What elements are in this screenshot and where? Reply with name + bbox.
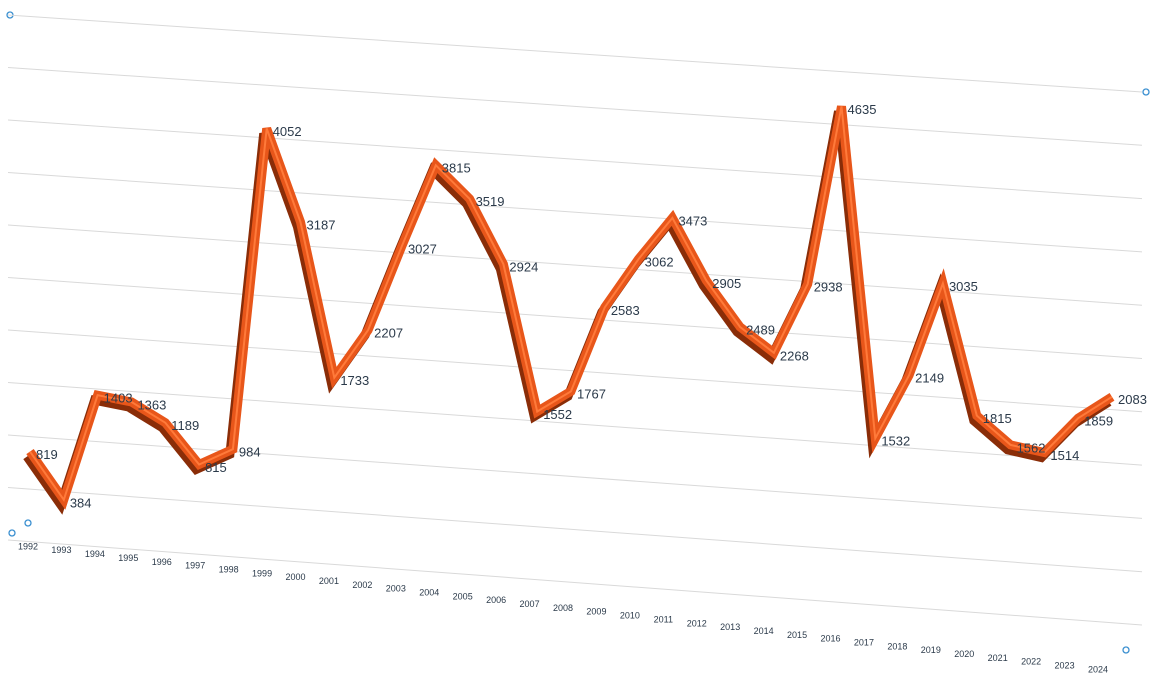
x-tick-label: 1997 <box>185 561 205 571</box>
grid-line <box>7 14 1143 93</box>
x-tick-label: 2011 <box>654 614 673 624</box>
data-label: 3815 <box>442 161 471 176</box>
x-tick-label: 2008 <box>553 603 573 613</box>
x-tick-label: 1994 <box>85 549 105 559</box>
x-tick-label: 2004 <box>419 588 439 598</box>
line <box>26 105 1115 510</box>
data-label: 2149 <box>915 371 944 386</box>
x-tick-label: 2017 <box>854 637 874 647</box>
data-label: 2489 <box>746 322 775 337</box>
data-label: 2583 <box>611 303 640 318</box>
x-tick-label: 2007 <box>520 599 540 609</box>
data-label: 2083 <box>1118 392 1147 407</box>
x-tick-label: 2005 <box>453 591 473 601</box>
data-label: 1189 <box>171 418 199 433</box>
data-label: 4052 <box>273 124 302 139</box>
line-highlight <box>29 106 1113 503</box>
x-tick-label: 2003 <box>386 584 406 594</box>
data-label: 3519 <box>476 194 505 209</box>
data-label: 984 <box>239 445 261 460</box>
grid-line <box>7 172 1143 253</box>
data-label: 3473 <box>678 213 707 228</box>
data-label: 4635 <box>848 102 877 117</box>
data-label: 2938 <box>814 280 843 295</box>
grid-line <box>7 382 1143 466</box>
data-label: 3062 <box>645 254 674 269</box>
x-tick-label: 2016 <box>820 634 840 644</box>
data-label: 2268 <box>780 348 809 363</box>
data-label: 3035 <box>949 279 978 294</box>
data-label: 1514 <box>1050 448 1079 463</box>
data-label: 3027 <box>408 241 437 256</box>
x-tick-label: 1992 <box>18 541 38 551</box>
x-tick-label: 2012 <box>687 618 707 628</box>
axis-handle <box>8 529 16 537</box>
data-label: 3187 <box>307 217 336 232</box>
data-label: 1562 <box>1017 440 1046 455</box>
data-label: 1767 <box>577 387 606 402</box>
x-tick-label: 2001 <box>319 576 339 586</box>
x-tick-label: 1998 <box>219 564 239 574</box>
x-tick-label: 2021 <box>988 653 1008 663</box>
x-tick-label: 2023 <box>1055 661 1075 671</box>
data-label: 1363 <box>137 397 166 412</box>
x-tick-label: 2024 <box>1088 664 1108 674</box>
x-tick-label: 2010 <box>620 611 640 621</box>
x-tick-label: 2006 <box>486 595 506 605</box>
data-label: 1552 <box>543 407 572 422</box>
grid-line <box>7 224 1143 306</box>
data-label: 1733 <box>340 373 369 388</box>
x-tick-label: 2022 <box>1021 657 1041 667</box>
axis-handle <box>24 519 32 527</box>
x-tick-label: 1996 <box>152 557 172 567</box>
data-label: 1532 <box>881 434 910 449</box>
x-tick-label: 2019 <box>921 645 941 655</box>
grid-line <box>7 539 1143 626</box>
x-tick-label: 2020 <box>954 649 974 659</box>
x-tick-label: 2000 <box>285 572 305 582</box>
x-tick-label: 1993 <box>51 545 71 555</box>
data-label: 2905 <box>712 276 741 291</box>
grid-line <box>7 67 1143 146</box>
grid-line <box>7 487 1143 573</box>
x-tick-label: 2015 <box>787 630 807 640</box>
x-tick-label: 2002 <box>352 580 372 590</box>
axis-handle <box>1122 646 1130 654</box>
x-tick-label: 2013 <box>720 622 740 632</box>
data-label: 1403 <box>104 391 133 406</box>
data-label: 819 <box>36 447 58 462</box>
x-tick-label: 2018 <box>887 641 907 651</box>
data-label: 2207 <box>374 326 403 341</box>
grid-line <box>7 434 1143 519</box>
data-label: 384 <box>70 495 92 510</box>
x-tick-label: 1995 <box>118 553 138 563</box>
data-label: 1859 <box>1084 414 1113 429</box>
x-tick-label: 1999 <box>252 568 272 578</box>
x-tick-label: 2009 <box>586 607 606 617</box>
data-label: 2924 <box>509 260 538 275</box>
data-label: 815 <box>205 460 227 475</box>
grid-line <box>7 119 1143 200</box>
data-label: 1815 <box>983 411 1012 426</box>
x-tick-label: 2014 <box>754 626 774 636</box>
axis-handle <box>1142 88 1150 96</box>
